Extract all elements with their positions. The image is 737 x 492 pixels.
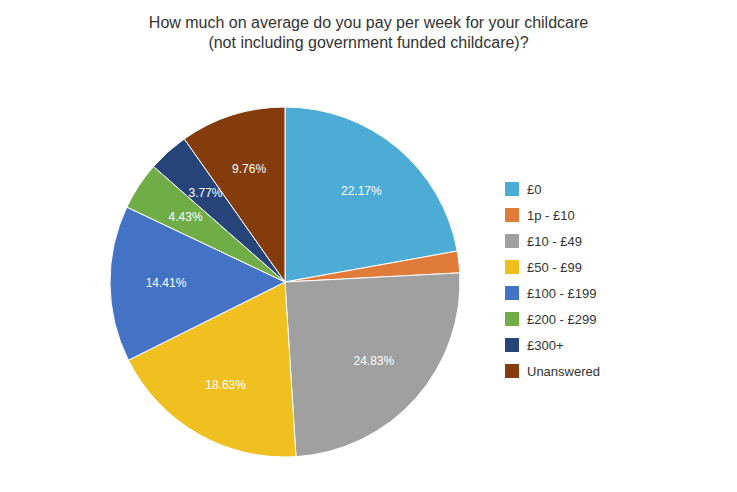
pie [110, 107, 460, 457]
chart-svg: How much on average do you pay per week … [0, 0, 737, 492]
legend-label: £50 - £99 [527, 260, 582, 275]
chart-title: How much on average do you pay per week … [149, 14, 588, 51]
data-label: 9.76% [232, 162, 266, 176]
legend-label: £10 - £49 [527, 234, 582, 249]
data-label: 24.83% [353, 354, 394, 368]
data-labels: 22.17% 24.83% 18.63% 14.41% 4.43% 3.77% 9.76% [146, 162, 395, 393]
chart-container: How much on average do you pay per week … [0, 0, 737, 492]
legend: £0 1p - £10 £10 - £49 £50 - £99 £100 - £199 £… [505, 182, 600, 379]
legend-swatch [505, 286, 519, 300]
legend-swatch [505, 208, 519, 222]
data-label: 4.43% [169, 210, 203, 224]
data-label: 18.63% [205, 378, 246, 392]
legend-swatch [505, 364, 519, 378]
pie-slice [285, 273, 460, 457]
legend-swatch [505, 338, 519, 352]
legend-label: £100 - £199 [527, 286, 596, 301]
legend-swatch [505, 234, 519, 248]
data-label: 3.77% [188, 186, 222, 200]
data-label: 22.17% [341, 184, 382, 198]
legend-swatch [505, 182, 519, 196]
legend-label: 1p - £10 [527, 208, 575, 223]
legend-swatch [505, 260, 519, 274]
legend-label: £200 - £299 [527, 312, 596, 327]
pie-slice [184, 107, 285, 282]
legend-swatch [505, 312, 519, 326]
legend-label: £300+ [527, 338, 564, 353]
legend-label: £0 [527, 182, 541, 197]
data-label: 14.41% [146, 276, 187, 290]
legend-label: Unanswered [527, 364, 600, 379]
